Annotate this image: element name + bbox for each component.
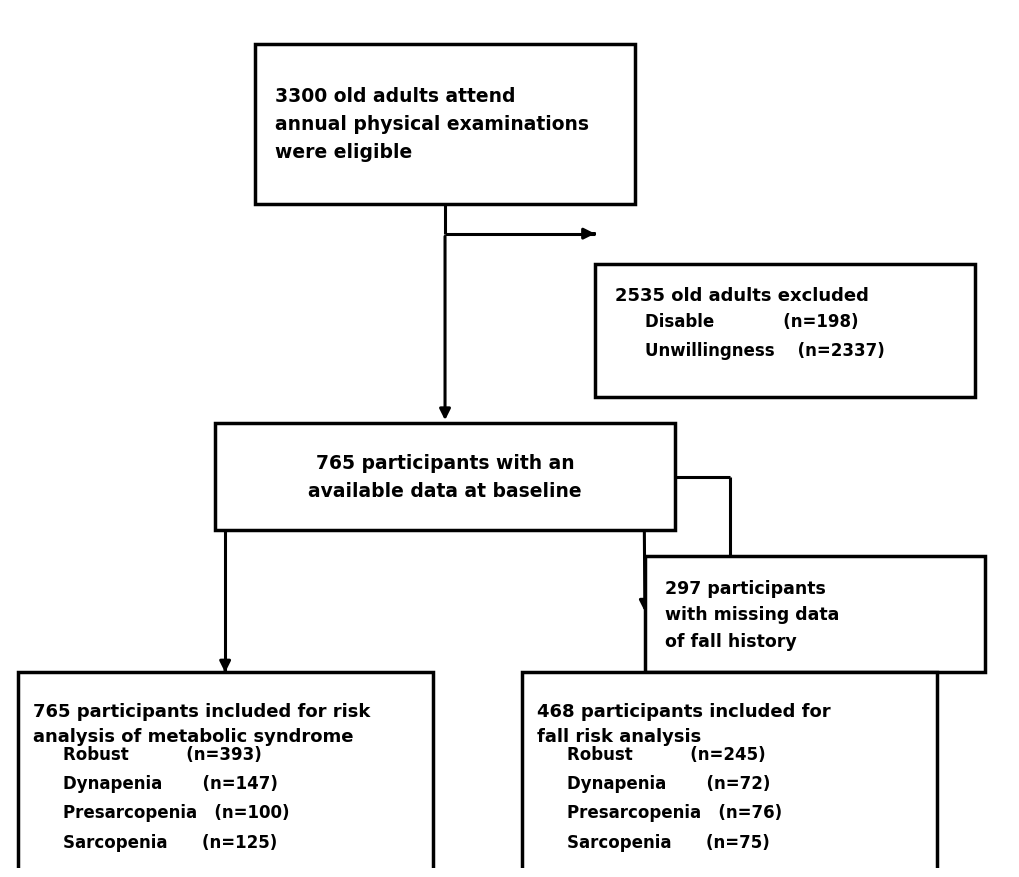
Text: 765 participants included for risk
analysis of metabolic syndrome: 765 participants included for risk analy… [33,702,370,745]
FancyBboxPatch shape [522,673,936,877]
Text: 297 participants
with missing data
of fall history: 297 participants with missing data of fa… [664,580,839,650]
Text: Robust          (n=245)
Dynapenia       (n=72)
Presarcopenia   (n=76)
Sarcopenia: Robust (n=245) Dynapenia (n=72) Presarco… [567,745,782,851]
Text: Robust          (n=393)
Dynapenia       (n=147)
Presarcopenia   (n=100)
Sarcopen: Robust (n=393) Dynapenia (n=147) Presarc… [62,745,289,851]
FancyBboxPatch shape [644,557,984,673]
Text: Disable            (n=198)
Unwillingness    (n=2337): Disable (n=198) Unwillingness (n=2337) [644,312,883,360]
FancyBboxPatch shape [215,424,675,531]
Text: 765 participants with an
available data at baseline: 765 participants with an available data … [308,453,581,501]
Text: 468 participants included for
fall risk analysis: 468 participants included for fall risk … [537,702,830,745]
FancyBboxPatch shape [594,265,974,397]
FancyBboxPatch shape [17,673,432,877]
Text: 3300 old adults attend
annual physical examinations
were eligible: 3300 old adults attend annual physical e… [275,88,589,162]
Text: 2535 old adults excluded: 2535 old adults excluded [614,286,868,304]
FancyBboxPatch shape [255,46,634,204]
